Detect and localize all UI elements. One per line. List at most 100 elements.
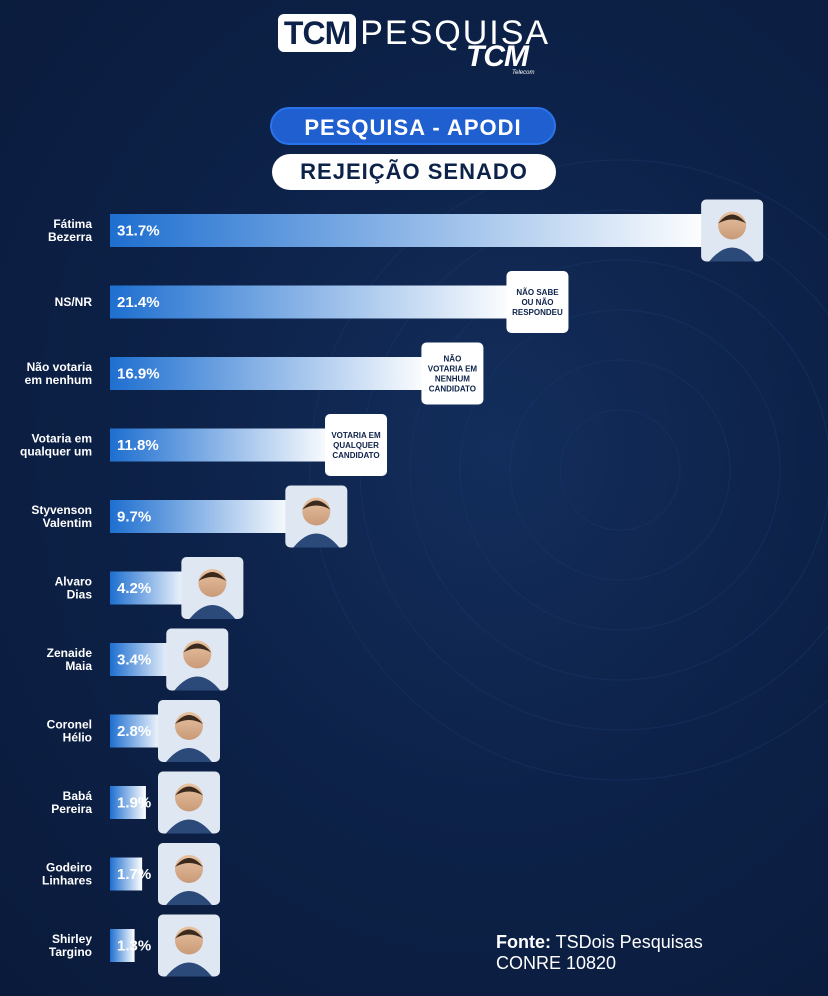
category-label-line: em nenhum — [25, 373, 92, 387]
category-label-line: Styvenson — [31, 503, 92, 517]
answer-card-line: VOTARIA EM — [428, 365, 478, 374]
value-label: 1.7% — [117, 866, 151, 883]
answer-card-line: CANDIDATO — [332, 451, 379, 460]
bar — [110, 929, 135, 962]
portrait-body — [166, 962, 212, 977]
answer-card — [506, 271, 569, 333]
category-label-line: Votaria em — [32, 432, 92, 446]
category-label: Babá Pereira — [51, 789, 92, 816]
category-label-line: Zenaide — [47, 646, 93, 660]
portrait-body — [189, 605, 236, 619]
tcm-telecom-logo: TCM — [466, 40, 529, 73]
category-label-line: Alvaro — [55, 575, 92, 589]
category-label-line: Babá — [63, 789, 93, 803]
category-label: Godeiro Linhares — [42, 861, 92, 888]
bar — [110, 500, 294, 533]
portrait-body — [166, 891, 212, 905]
portrait-icon — [285, 485, 348, 548]
category-label: Zenaide Maia — [47, 646, 93, 673]
value-label: 31.7% — [117, 223, 160, 240]
value-label: 16.9% — [117, 366, 160, 383]
answer-card-line: CANDIDATO — [429, 385, 476, 394]
bar — [110, 786, 146, 819]
source-note: Fonte: TSDois Pesquisas CONRE 10820 — [496, 932, 703, 974]
answer-card-text: NÃO SABE OU NÃO RESPONDEU — [512, 288, 563, 317]
value-label: 3.4% — [117, 652, 151, 669]
category-label-line: Dias — [67, 588, 93, 602]
portrait-hair — [175, 715, 203, 724]
portrait-icon — [701, 199, 764, 262]
portrait-icon — [158, 914, 220, 977]
bar — [110, 357, 430, 390]
value-label: 9.7% — [117, 509, 151, 526]
survey-title-pill: PESQUISA - APODI — [270, 107, 556, 145]
category-label: Shirley Targino — [49, 932, 92, 959]
category-label: Fátima Bezerra — [48, 217, 92, 244]
value-label: 4.2% — [117, 580, 151, 597]
answer-card-line: QUALQUER — [333, 441, 379, 450]
category-label-line: Maia — [65, 659, 92, 673]
category-label: Votaria em qualquer um — [20, 432, 92, 459]
answer-card-line: NÃO — [444, 355, 462, 364]
bar — [110, 714, 163, 748]
portrait-body — [166, 819, 212, 834]
source-registry: CONRE 10820 — [496, 953, 617, 973]
value-label: 11.8% — [117, 437, 159, 454]
portrait-icon — [158, 771, 220, 834]
answer-card-text: NÃO VOTARIA EM NENHUM CANDIDATO — [428, 355, 478, 394]
category-label: Coronel Hélio — [47, 718, 92, 745]
category-label-line: Godeiro — [46, 861, 92, 875]
logo-word: PESQUISA — [360, 14, 551, 52]
value-label: 21.4% — [117, 294, 160, 311]
portrait-body — [293, 533, 340, 548]
portrait-hair — [175, 929, 203, 939]
category-label-line: qualquer um — [20, 445, 92, 459]
bar — [110, 857, 143, 891]
portrait-body — [166, 748, 212, 762]
answer-card-line: NENHUM — [435, 375, 470, 384]
topic-title-pill: REJEIÇÃO SENADO — [272, 154, 556, 190]
portrait-hair — [302, 500, 331, 510]
portrait-icon — [158, 843, 220, 905]
value-label: 1.3% — [117, 938, 151, 955]
answer-card — [325, 414, 388, 476]
bar — [110, 285, 515, 319]
answer-card-text: VOTARIA EM QUALQUER CANDIDATO — [331, 431, 381, 460]
category-label-line: Shirley — [52, 932, 92, 946]
portrait-hair — [718, 214, 747, 224]
portrait-icon — [166, 628, 229, 691]
tcm-pesquisa-logo: TCM PESQUISA — [277, 14, 551, 52]
value-label: 2.8% — [117, 723, 151, 740]
answer-card-line: NÃO SABE — [516, 288, 559, 297]
brand-header: TCM PESQUISA — [0, 14, 828, 52]
portrait-body — [709, 247, 756, 262]
category-label-line: Não votaria — [27, 360, 93, 374]
category-label-line: NS/NR — [55, 295, 93, 309]
portrait-body — [174, 676, 221, 691]
bar — [110, 571, 190, 605]
source-name: TSDois Pesquisas — [555, 932, 703, 952]
portrait-hair — [183, 643, 212, 653]
category-label-line: Fátima — [53, 217, 92, 231]
category-label: Styvenson Valentim — [31, 503, 92, 530]
answer-card-line: RESPONDEU — [512, 308, 563, 317]
category-label-line: Targino — [49, 945, 92, 959]
portrait-hair — [175, 858, 203, 867]
category-label-line: Pereira — [51, 802, 92, 816]
answer-card — [421, 342, 484, 405]
answer-card-line: OU NÃO — [521, 298, 553, 307]
category-label-line: Bezerra — [48, 230, 92, 244]
category-label: Alvaro Dias — [55, 575, 93, 602]
logo-box: TCM — [277, 14, 357, 52]
bar — [110, 428, 334, 462]
tcm-telecom-caption: Telecom — [512, 70, 535, 76]
bar — [110, 214, 710, 247]
category-label: NS/NR — [55, 295, 93, 309]
category-label-line: Valentim — [43, 516, 92, 530]
portrait-icon — [181, 557, 244, 619]
portrait-hair — [198, 572, 227, 581]
category-label: Não votaria em nenhum — [25, 360, 93, 387]
bar — [110, 643, 175, 676]
source-label: Fonte: — [496, 932, 551, 952]
